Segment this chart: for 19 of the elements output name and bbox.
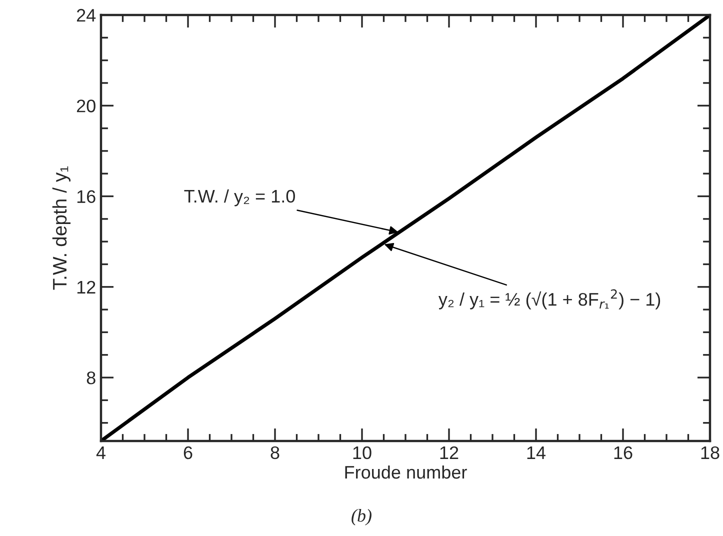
x-tick-label: 4 bbox=[96, 446, 106, 459]
y-tick-label: 16 bbox=[77, 190, 96, 203]
x-tick-label: 18 bbox=[701, 446, 720, 460]
annotation: y₂ / y₁ = ½ (√(1 + 8F$_{r₁}$$^{2}$) − 1) bbox=[438, 289, 660, 310]
x-tick-label: 10 bbox=[353, 446, 372, 460]
annotation: T.W. / y₂ = 1.0 bbox=[184, 189, 295, 206]
x-tick-label: 16 bbox=[614, 446, 632, 460]
x-tick-label: 8 bbox=[270, 446, 280, 460]
y-tick-label: 24 bbox=[76, 8, 96, 22]
y-tick-label: 8 bbox=[86, 371, 96, 384]
y-tick-label: 12 bbox=[77, 280, 96, 294]
x-tick-label: 6 bbox=[184, 446, 192, 460]
line-series bbox=[101, 15, 710, 441]
x-tick-label: 14 bbox=[527, 446, 546, 459]
y-tick-label: 20 bbox=[76, 100, 96, 112]
x-axis-title: Froude number bbox=[345, 465, 467, 479]
text: (b) bbox=[352, 509, 372, 526]
y-axis-title: T.W. depth / y₁ bbox=[52, 166, 70, 290]
x-tick-label: 12 bbox=[440, 446, 458, 459]
